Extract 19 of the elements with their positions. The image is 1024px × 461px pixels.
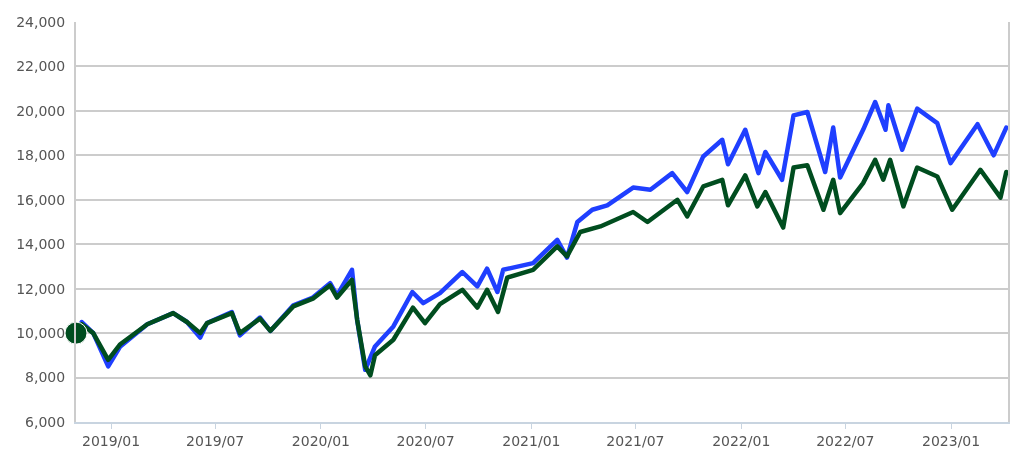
y-tick-label: 20,000 <box>16 102 66 119</box>
y-tick-label: 22,000 <box>16 58 66 75</box>
y-tick-label: 12,000 <box>16 280 66 297</box>
y-tick-label: 16,000 <box>16 191 66 208</box>
x-tick-label: 2023/01 <box>921 432 981 449</box>
y-tick-label: 6,000 <box>25 413 66 430</box>
x-tick-label: 2021/07 <box>606 432 665 449</box>
y-tick-label: 14,000 <box>16 236 66 253</box>
x-tick-label: 2020/07 <box>396 432 455 449</box>
x-tick-label: 2019/01 <box>81 432 141 449</box>
y-tick-label: 18,000 <box>16 147 66 164</box>
y-tick-label: 10,000 <box>16 325 66 342</box>
x-tick-label: 2020/01 <box>291 432 351 449</box>
x-tick-label: 2022/01 <box>712 432 771 449</box>
x-tick-label: 2021/01 <box>502 432 561 449</box>
x-tick-label: 2019/07 <box>186 432 245 449</box>
y-tick-label: 24,000 <box>16 13 66 30</box>
x-tick-label: 2022/07 <box>816 432 875 449</box>
y-tick-label: 8,000 <box>25 369 66 386</box>
